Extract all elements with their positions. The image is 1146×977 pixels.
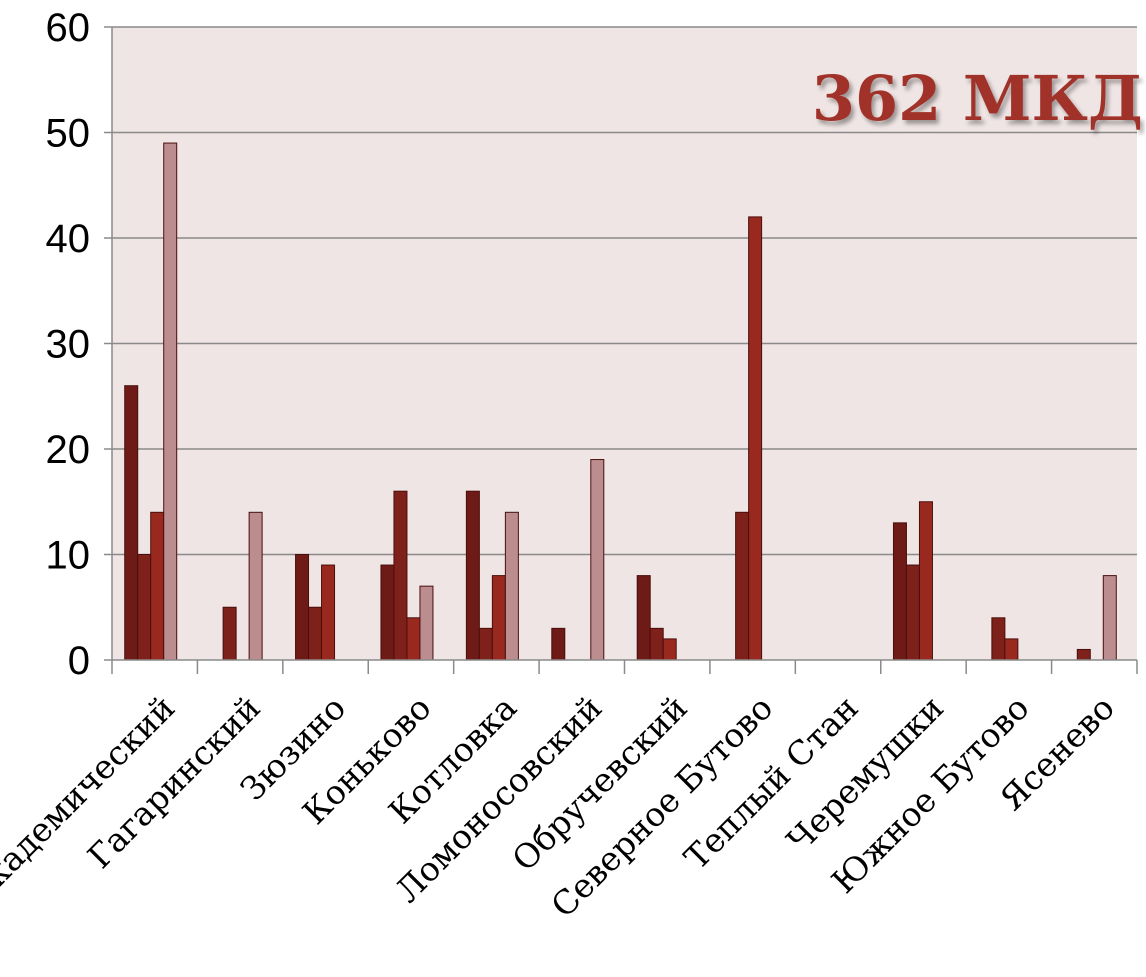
bar xyxy=(222,606,237,661)
bar xyxy=(662,638,677,661)
y-tick-label: 60 xyxy=(46,6,91,50)
y-tick-label: 10 xyxy=(46,534,91,578)
bar xyxy=(406,617,421,661)
y-tick-label: 30 xyxy=(46,323,91,367)
axes xyxy=(104,26,1138,674)
bar xyxy=(478,627,493,661)
bar xyxy=(465,490,480,661)
bar xyxy=(504,511,519,661)
gridlines xyxy=(112,26,1137,556)
bar xyxy=(248,511,263,661)
bar xyxy=(590,459,605,661)
y-tick-label: 20 xyxy=(46,428,91,472)
bar xyxy=(1004,638,1019,661)
bar xyxy=(748,216,763,661)
bar xyxy=(918,501,933,661)
bar xyxy=(124,385,139,661)
bars xyxy=(124,142,1117,661)
x-axis-labels: АкадемическийГагаринскийЗюзиноКоньковоКо… xyxy=(0,688,1122,925)
bar xyxy=(491,575,506,661)
bar xyxy=(419,585,434,661)
bar xyxy=(308,606,323,661)
bar xyxy=(380,564,395,661)
bar xyxy=(163,142,178,661)
y-tick-label: 40 xyxy=(46,217,91,261)
bar xyxy=(321,564,336,661)
bar xyxy=(892,522,907,661)
bar xyxy=(551,627,566,661)
bar xyxy=(735,511,750,661)
bar xyxy=(150,511,165,661)
bar xyxy=(137,554,152,661)
bar xyxy=(1102,575,1117,661)
bar xyxy=(905,564,920,661)
bar xyxy=(991,617,1006,661)
bar xyxy=(393,490,408,661)
bar xyxy=(295,554,310,661)
bar xyxy=(636,575,651,661)
bar xyxy=(649,627,664,661)
chart-annotation: 362 МКД xyxy=(812,62,1143,135)
y-axis-ticks: 0 10 20 30 40 50 60 xyxy=(46,6,91,683)
y-tick-label: 50 xyxy=(46,112,91,156)
bar xyxy=(1076,648,1091,661)
y-tick-label: 0 xyxy=(68,639,90,683)
